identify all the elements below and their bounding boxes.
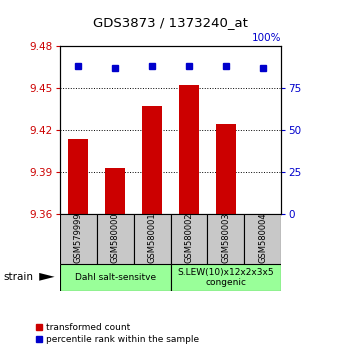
Polygon shape <box>39 273 55 281</box>
Text: Dahl salt-sensitve: Dahl salt-sensitve <box>75 273 155 282</box>
Bar <box>97 214 134 264</box>
Text: S.LEW(10)x12x2x3x5
congenic: S.LEW(10)x12x2x3x5 congenic <box>178 268 274 287</box>
Text: GSM580004: GSM580004 <box>258 213 267 263</box>
Text: GSM580003: GSM580003 <box>221 213 231 263</box>
Bar <box>134 214 170 264</box>
Text: GSM580002: GSM580002 <box>184 213 193 263</box>
Text: strain: strain <box>3 272 33 282</box>
Bar <box>105 168 125 214</box>
Bar <box>207 214 244 264</box>
Bar <box>179 85 199 214</box>
Legend: transformed count, percentile rank within the sample: transformed count, percentile rank withi… <box>32 320 203 348</box>
Text: GSM580000: GSM580000 <box>110 213 120 263</box>
Text: GSM579999: GSM579999 <box>74 213 83 263</box>
Bar <box>244 214 281 264</box>
Text: GDS3873 / 1373240_at: GDS3873 / 1373240_at <box>93 16 248 29</box>
Text: GSM580001: GSM580001 <box>148 213 157 263</box>
Bar <box>60 264 170 291</box>
Bar <box>60 214 97 264</box>
Bar <box>170 264 281 291</box>
Bar <box>170 214 207 264</box>
Text: 100%: 100% <box>252 33 281 42</box>
Bar <box>142 106 162 214</box>
Bar <box>216 125 236 214</box>
Bar <box>68 138 88 214</box>
